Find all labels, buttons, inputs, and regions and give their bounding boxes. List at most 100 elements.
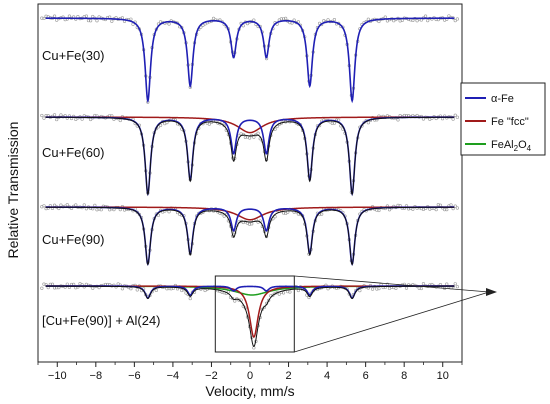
x-tick-label: −4	[167, 370, 180, 382]
data-point	[377, 287, 381, 291]
spectrum-label: Cu+Fe(60)	[42, 145, 105, 160]
spectrum-4	[40, 282, 459, 350]
data-point	[52, 113, 57, 117]
data-point	[375, 287, 379, 291]
data-point	[156, 213, 161, 217]
y-axis-title: Relative Transmission	[5, 122, 21, 259]
data-point	[436, 203, 440, 207]
data-point	[271, 293, 275, 297]
data-point	[167, 22, 171, 26]
x-tick-label: −2	[205, 370, 218, 382]
data-point	[95, 19, 99, 23]
data-point	[241, 24, 245, 28]
data-point	[233, 299, 237, 303]
inset-box	[214, 275, 295, 353]
data-point	[284, 16, 288, 20]
data-point	[417, 286, 421, 290]
data-point	[93, 203, 97, 207]
data-point	[370, 287, 375, 291]
x-tick-label: −8	[90, 370, 103, 382]
data-point	[222, 214, 226, 218]
data-point	[80, 117, 84, 121]
spectrum-label: Cu+Fe(90)	[42, 232, 105, 247]
data-point	[396, 118, 400, 122]
data-point	[387, 208, 392, 212]
data-point	[74, 117, 78, 122]
data-point	[273, 215, 277, 219]
data-point	[330, 121, 334, 125]
data-point	[89, 19, 93, 23]
data-point	[120, 287, 125, 291]
data-point	[65, 282, 69, 286]
data-point	[42, 282, 46, 286]
data-point	[455, 285, 459, 289]
data-point	[453, 282, 457, 286]
data-point	[42, 204, 46, 208]
x-tick-label: 10	[437, 370, 449, 382]
data-point	[453, 19, 457, 23]
data-point	[248, 222, 252, 226]
data-point	[235, 297, 239, 301]
data-point	[84, 14, 88, 18]
data-point	[167, 210, 171, 214]
spectrum-1	[40, 14, 459, 104]
legend: α-Fe Fe "fcc" FeAl2O4	[460, 82, 546, 156]
data-point	[366, 121, 370, 125]
x-axis-title: Velocity, mm/s	[205, 383, 294, 399]
data-point	[447, 14, 451, 18]
legend-label: Fe "fcc"	[491, 116, 529, 128]
spectrum-labels: Cu+Fe(30) Cu+Fe(60) Cu+Fe(90) [Cu+Fe(90)] +…	[42, 48, 161, 328]
data-point	[358, 289, 362, 293]
data-point	[256, 131, 260, 135]
data-point	[455, 206, 459, 210]
spectrum-label: Cu+Fe(30)	[42, 48, 105, 63]
data-point	[377, 19, 381, 24]
inset-connector-top	[294, 275, 490, 293]
data-point	[366, 17, 370, 21]
legend-label: FeAl2O4	[491, 139, 532, 153]
legend-label: α-Fe	[491, 93, 514, 105]
data-point	[129, 287, 133, 291]
data-point	[118, 118, 122, 123]
data-point	[415, 19, 419, 23]
data-point	[421, 282, 426, 286]
data-point	[449, 203, 453, 207]
data-point	[135, 288, 139, 292]
alpha-fe-fit-line	[45, 206, 455, 266]
spectrum-label: [Cu+Fe(90)] + Al(24)	[42, 313, 161, 328]
total-fit-line	[45, 285, 455, 348]
data-point	[419, 286, 423, 291]
data-point	[434, 208, 438, 212]
data-point	[59, 113, 63, 117]
alpha-fe-fit-line	[45, 17, 455, 104]
data-point	[320, 212, 324, 216]
data-point	[455, 115, 459, 119]
spectrum-3	[40, 203, 459, 266]
data-point	[279, 17, 284, 21]
data-point	[243, 135, 247, 139]
data-point	[426, 19, 430, 23]
spectra-layer	[40, 14, 459, 350]
x-tick-label: 2	[285, 370, 291, 382]
data-point	[262, 305, 267, 309]
data-point	[445, 208, 449, 212]
data-point	[332, 18, 337, 22]
data-point	[42, 116, 46, 120]
x-tick-label: 0	[247, 370, 253, 382]
data-point	[377, 208, 381, 213]
inset-arrow-head	[486, 288, 497, 296]
data-point	[42, 16, 46, 21]
data-point	[398, 19, 402, 23]
data-point	[453, 204, 457, 208]
data-point	[158, 123, 163, 127]
data-point	[55, 117, 59, 122]
total-fit-line	[45, 206, 455, 266]
data-point	[188, 296, 192, 301]
data-point	[383, 15, 387, 19]
data-point	[250, 222, 254, 226]
alpha-fe-fit-line	[45, 116, 455, 197]
data-point	[99, 208, 103, 212]
data-point	[154, 288, 158, 292]
fe-fcc-fit-line	[45, 116, 455, 134]
